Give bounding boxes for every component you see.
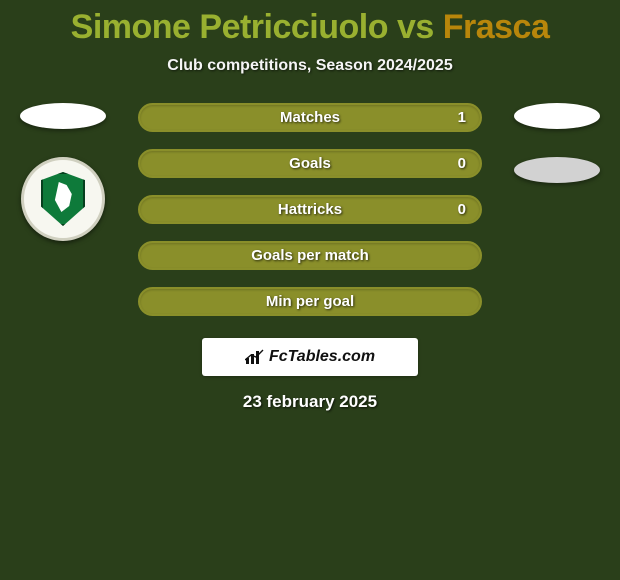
shield-icon: [41, 172, 85, 226]
stat-value: 1: [458, 109, 466, 126]
player1-flag-placeholder: [20, 103, 106, 129]
stat-row-hattricks: Hattricks 0: [138, 195, 482, 224]
bar-chart-icon: [245, 349, 265, 365]
stat-label: Matches: [280, 109, 340, 126]
player2-name: Frasca: [443, 8, 550, 46]
stat-value: 0: [458, 201, 466, 218]
right-column: [512, 103, 602, 211]
stats-list: Matches 1 Goals 0 Hattricks 0 Goals per …: [138, 103, 482, 316]
date-label: 23 february 2025: [0, 392, 620, 412]
stat-label: Hattricks: [278, 201, 342, 218]
page-title: Simone Petricciuolo vs Frasca: [0, 0, 620, 47]
brand-label: FcTables.com: [269, 348, 375, 366]
player2-club-placeholder: [514, 157, 600, 183]
stat-row-goals: Goals 0: [138, 149, 482, 178]
stat-row-goals-per-match: Goals per match: [138, 241, 482, 270]
stat-label: Min per goal: [266, 293, 354, 310]
vs-text: vs: [388, 8, 443, 46]
brand-badge[interactable]: FcTables.com: [202, 338, 418, 376]
comparison-content: Matches 1 Goals 0 Hattricks 0 Goals per …: [0, 103, 620, 412]
stat-row-matches: Matches 1: [138, 103, 482, 132]
avellino-logo: [21, 157, 105, 241]
left-column: [18, 103, 108, 241]
stat-label: Goals: [289, 155, 331, 172]
stat-value: 0: [458, 155, 466, 172]
stat-row-min-per-goal: Min per goal: [138, 287, 482, 316]
subtitle: Club competitions, Season 2024/2025: [0, 57, 620, 75]
stat-label: Goals per match: [251, 247, 369, 264]
player1-name: Simone Petricciuolo: [71, 8, 388, 46]
player2-flag-placeholder: [514, 103, 600, 129]
